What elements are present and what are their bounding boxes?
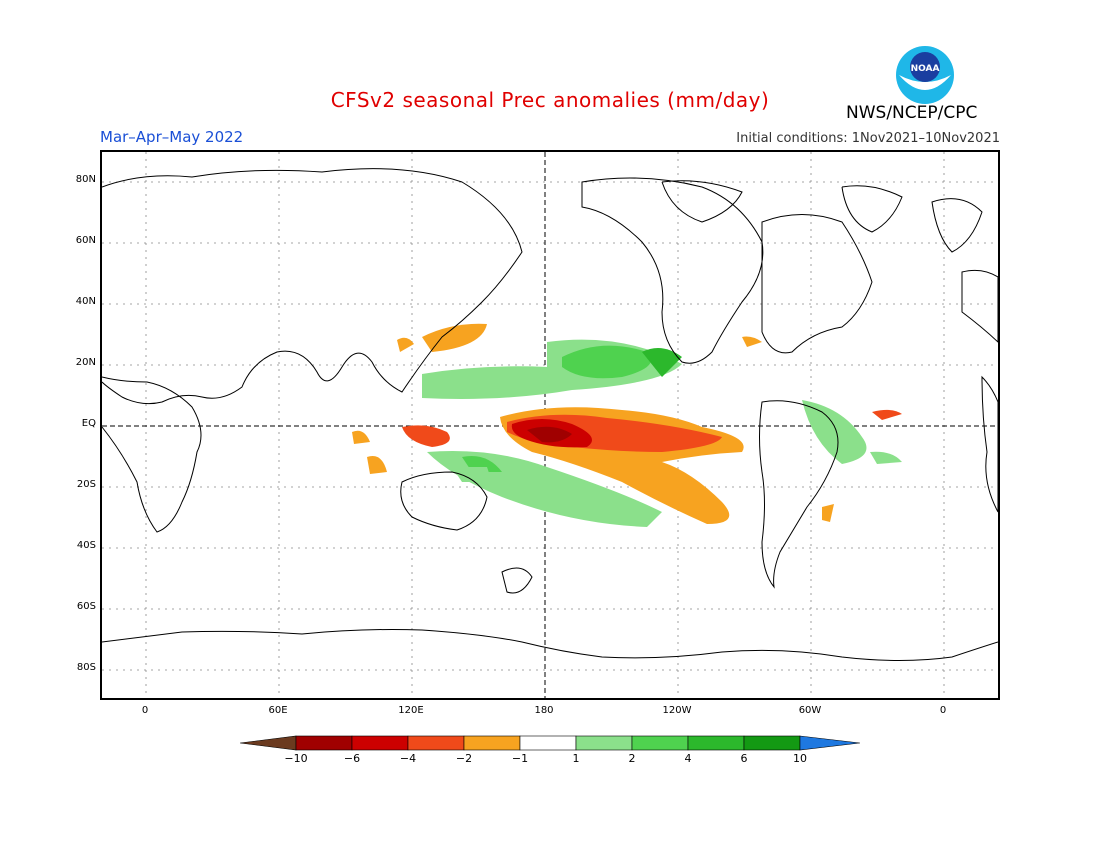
lat-label: 60S [76,601,96,612]
lat-label: 80S [76,662,96,673]
colorbar-swatch [575,735,633,751]
lat-label: 40N [75,296,96,307]
map-canvas [101,152,999,698]
colorbar-swatch [519,735,577,751]
agency-label: NWS/NCEP/CPC [846,103,978,123]
colorbar-swatch [351,735,409,751]
colorbar-swatch [240,735,297,751]
lon-label: 180 [534,705,554,716]
colorbar-swatch [743,735,801,751]
colorbar-swatch [463,735,521,751]
precip-anomaly-fill [352,323,902,527]
colorbar-label: −2 [455,752,473,765]
lat-label: 80N [75,174,96,185]
lon-label: 60E [268,705,288,716]
lon-label: 60W [798,705,822,716]
colorbar [240,735,860,751]
season-label: Mar–Apr–May 2022 [100,128,244,146]
colorbar-swatch [799,735,860,751]
lon-label: 120E [398,705,424,716]
colorbar-swatch [631,735,689,751]
map-frame [100,150,1000,700]
noaa-logo-icon: NOAA [896,46,954,104]
lat-label: 20N [75,357,96,368]
colorbar-label: −4 [399,752,417,765]
lat-label: 40S [76,540,96,551]
colorbar-swatch [687,735,745,751]
colorbar-label: −6 [343,752,361,765]
lat-label: 60N [75,235,96,246]
colorbar-label: 1 [572,752,580,765]
lat-label: 20S [76,479,96,490]
colorbar-label: −10 [284,752,308,765]
colorbar-swatch [295,735,353,751]
init-conditions-label: Initial conditions: 1Nov2021–10Nov2021 [736,131,1000,146]
lon-label: 0 [939,705,947,716]
coastlines [101,168,999,661]
colorbar-label: 6 [740,752,748,765]
colorbar-label: −1 [511,752,529,765]
colorbar-label: 2 [628,752,636,765]
lat-label: EQ [81,418,96,429]
colorbar-label: 10 [793,752,807,765]
colorbar-label: 4 [684,752,692,765]
map-title: CFSv2 seasonal Prec anomalies (mm/day) [330,88,770,112]
lon-label: 0 [141,705,149,716]
noaa-logo-text: NOAA [911,64,940,74]
lon-label: 120W [662,705,692,716]
colorbar-swatch [407,735,465,751]
